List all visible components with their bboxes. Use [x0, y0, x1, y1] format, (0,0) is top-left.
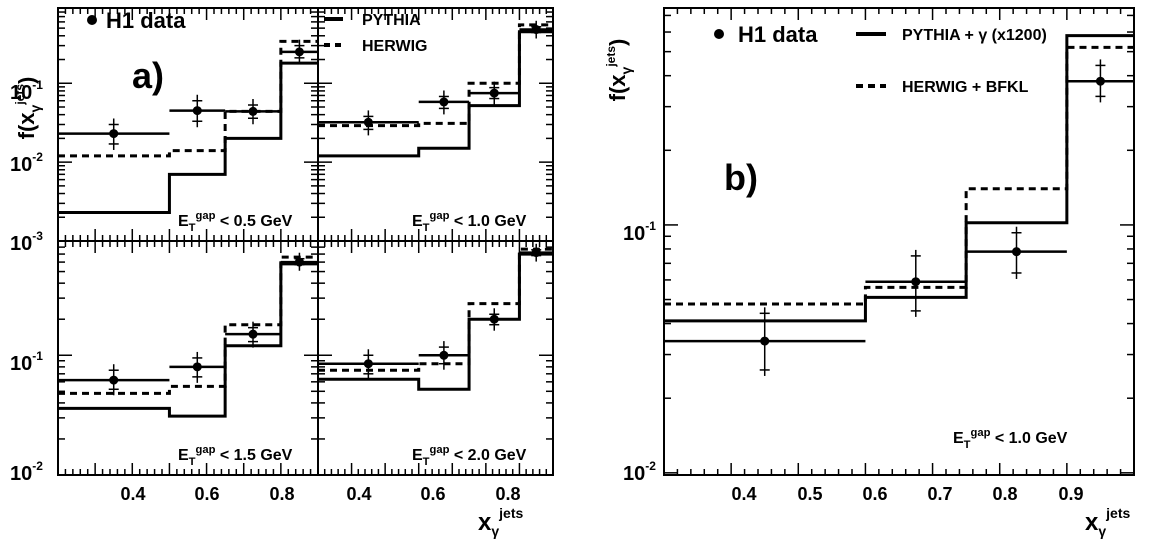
plot-frame — [57, 7, 319, 242]
xtick-label-0.6: 0.6 — [862, 484, 887, 504]
model-histogram-solid — [58, 61, 318, 214]
data-point-marker — [294, 47, 304, 57]
xtick-label-0.7: 0.7 — [927, 484, 952, 504]
panel-b: f(xγjets) 10-1 10-2 ETgap < 1.0 GeV b) H… — [604, 7, 1135, 539]
legend-label-h1-data: H1 data — [106, 8, 186, 33]
data-point-marker — [192, 106, 202, 116]
xtick-label-left-0.8: 0.8 — [269, 484, 294, 504]
model-histogram-dashed — [318, 247, 553, 372]
model-histogram-solid — [318, 30, 553, 158]
data-point-marker — [489, 88, 499, 98]
xtick-label-0.4: 0.4 — [731, 484, 756, 504]
data-point-marker — [439, 350, 449, 360]
data-point-marker — [192, 362, 202, 372]
cut-label: ETgap < 0.5 GeV — [178, 210, 293, 234]
data-point-marker — [439, 97, 449, 107]
plot-frame — [57, 240, 319, 476]
data-point-marker — [911, 277, 921, 287]
xtick-label-0.5: 0.5 — [797, 484, 822, 504]
panel-a-y-axis-title: f(xγjets) — [13, 77, 43, 140]
subplot-top-right: ETgap < 1.0 GeV — [317, 7, 554, 242]
data-point-marker — [363, 117, 373, 127]
cut-label: ETgap < 2.0 GeV — [412, 444, 527, 468]
cut-label: ETgap < 1.0 GeV — [953, 427, 1068, 451]
panel-a-ytick-1e-1-top: 10-1 — [10, 78, 43, 104]
model-histogram-solid — [318, 252, 553, 391]
data-point-marker — [1095, 76, 1105, 86]
plot-frame — [317, 240, 554, 476]
data-point-marker — [531, 248, 541, 258]
panel-a-ytick-1e-1-bottom: 10-1 — [10, 349, 43, 375]
model-histogram-dashed — [318, 23, 553, 128]
xtick-label-0.8: 0.8 — [992, 484, 1017, 504]
subplot-top-left: ETgap < 0.5 GeV — [57, 7, 319, 242]
panel-a-legend: H1 data PYTHIA HERWIG — [87, 8, 427, 55]
panel-b-y-axis-title: f(xγjets) — [604, 39, 634, 102]
data-point-marker — [760, 336, 770, 346]
data-point-marker — [531, 25, 541, 35]
data-point-marker — [294, 257, 304, 267]
legend-label-herwig-bfkl: HERWIG + BFKL — [902, 79, 1029, 96]
data-point-marker — [248, 329, 258, 339]
panel-b-tag: b) — [724, 157, 758, 198]
subplot-b: ETgap < 1.0 GeV — [663, 7, 1135, 476]
data-point-marker — [489, 314, 499, 324]
panel-a-ytick-1e-3: 10-3 — [10, 229, 43, 255]
subplot-bottom-right: ETgap < 2.0 GeV — [317, 240, 554, 476]
data-point-marker — [363, 359, 373, 369]
model-histogram-dashed — [58, 255, 318, 395]
panel-b-legend: H1 data PYTHIA + γ (x1200) HERWIG + BFKL — [714, 22, 1047, 96]
panel-b-x-axis-title: xγjets — [1085, 505, 1130, 539]
panel-a-xtick-labels: 0.4 0.6 0.8 0.4 0.6 0.8 — [120, 484, 520, 504]
xtick-label-0.9: 0.9 — [1058, 484, 1083, 504]
data-point-marker — [248, 106, 258, 116]
subplot-bottom-left: ETgap < 1.5 GeV — [57, 240, 319, 476]
data-point-marker — [109, 129, 119, 139]
plot-frame — [663, 7, 1135, 476]
panel-b-ytick-1e-2: 10-2 — [623, 459, 656, 485]
data-point-marker — [109, 375, 119, 385]
xtick-label-left-0.6: 0.6 — [194, 484, 219, 504]
xtick-label-right-0.6: 0.6 — [420, 484, 445, 504]
panel-a-tag: a) — [132, 55, 164, 96]
panel-b-xtick-labels: 0.4 0.5 0.6 0.7 0.8 0.9 — [731, 484, 1083, 504]
legend-label-pythia: PYTHIA — [362, 12, 421, 29]
xtick-label-right-0.8: 0.8 — [495, 484, 520, 504]
panel-a: f(xγjets) 10-1 10-2 10-3 10-1 10-2 ETgap… — [10, 7, 554, 539]
xtick-label-left-0.4: 0.4 — [120, 484, 145, 504]
cut-label: ETgap < 1.5 GeV — [178, 444, 293, 468]
panel-a-ytick-1e-2-bottom: 10-2 — [10, 459, 43, 485]
legend-marker-h1-data — [714, 29, 724, 39]
cut-label: ETgap < 1.0 GeV — [412, 210, 527, 234]
data-point-marker — [1012, 247, 1021, 257]
legend-marker-h1-data — [87, 15, 97, 25]
panel-a-x-axis-title: xγjets — [478, 505, 523, 539]
plot-frame — [317, 7, 554, 242]
legend-label-herwig: HERWIG — [362, 38, 427, 55]
legend-label-h1-data: H1 data — [738, 22, 818, 47]
model-histogram-dashed — [664, 45, 1134, 306]
legend-label-pythia-gamma: PYTHIA + γ (x1200) — [902, 27, 1047, 44]
panel-b-ytick-1e-1: 10-1 — [623, 219, 656, 245]
model-histogram-dashed — [58, 39, 318, 158]
panel-a-ytick-1e-2-top: 10-2 — [10, 150, 43, 176]
xtick-label-right-0.4: 0.4 — [346, 484, 371, 504]
